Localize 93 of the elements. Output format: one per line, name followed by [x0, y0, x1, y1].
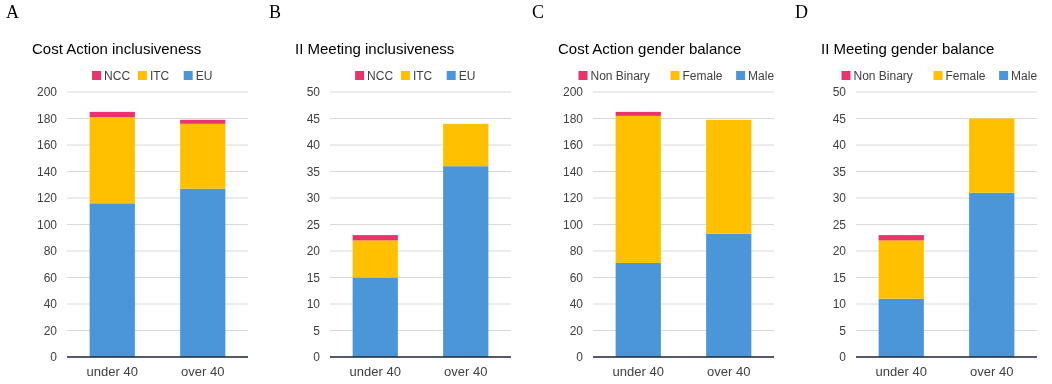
bar [352, 240, 398, 278]
bar [89, 117, 135, 204]
y-tick-label: 140 [562, 164, 584, 179]
y-tick-label: 60 [43, 270, 58, 285]
bar [878, 298, 924, 357]
y-tick-label: 25 [832, 217, 847, 232]
y-tick-label: 20 [569, 323, 584, 338]
legend-label: Non Binary [590, 69, 650, 83]
bar [180, 188, 226, 357]
y-tick-label: 140 [36, 164, 58, 179]
y-tick-label: 35 [832, 164, 847, 179]
y-tick-label: 0 [839, 350, 847, 365]
bar [443, 166, 489, 357]
y-tick-label: 20 [306, 244, 321, 259]
bar [352, 235, 398, 241]
y-tick-label: 10 [306, 297, 321, 312]
y-tick-label: 80 [43, 244, 58, 259]
legend-label: Male [748, 69, 775, 83]
bar [706, 119, 752, 234]
bar [180, 119, 226, 124]
x-tick-label: over 40 [444, 364, 488, 379]
y-tick-label: 40 [306, 138, 321, 153]
legend-label: Female [682, 69, 723, 83]
y-tick-label: 80 [569, 244, 584, 259]
y-tick-label: 25 [306, 217, 321, 232]
y-tick-label: 60 [569, 270, 584, 285]
chart-title: II Meeting inclusiveness [295, 40, 455, 57]
y-tick-label: 40 [569, 297, 584, 312]
legend-label: EU [195, 69, 213, 83]
y-tick-label: 180 [36, 111, 58, 126]
y-tick-label: 40 [832, 138, 847, 153]
legend-label: Male [1011, 69, 1038, 83]
bar [878, 240, 924, 299]
y-tick-label: 50 [306, 85, 321, 100]
y-tick-label: 30 [832, 191, 847, 206]
text: D [795, 2, 808, 22]
bar [615, 262, 661, 357]
y-tick-label: 200 [36, 85, 58, 100]
bar [180, 123, 226, 189]
bar [352, 277, 398, 357]
y-tick-label: 40 [43, 297, 58, 312]
bar [89, 111, 135, 118]
y-tick-label: 15 [832, 270, 847, 285]
bar [615, 111, 661, 116]
y-tick-label: 5 [313, 323, 321, 338]
y-tick-label: 160 [562, 138, 584, 153]
x-tick-label: over 40 [970, 364, 1014, 379]
legend-label: NCC [367, 69, 394, 83]
bar [969, 118, 1015, 193]
y-tick-label: 15 [306, 270, 321, 285]
y-tick-label: 20 [832, 244, 847, 259]
y-tick-label: 10 [832, 297, 847, 312]
y-tick-label: 50 [832, 85, 847, 100]
y-tick-label: 5 [839, 323, 847, 338]
x-tick-label: over 40 [707, 364, 751, 379]
legend-label: Female [945, 69, 986, 83]
y-tick-label: 0 [313, 350, 321, 365]
y-tick-label: 0 [576, 350, 584, 365]
bar [878, 235, 924, 241]
y-tick-label: 160 [36, 138, 58, 153]
legend-label: NCC [104, 69, 131, 83]
y-tick-label: 0 [50, 350, 58, 365]
x-tick-label: under 40 [349, 364, 401, 379]
x-tick-label: under 40 [875, 364, 927, 379]
x-tick-label: under 40 [86, 364, 138, 379]
y-tick-label: 45 [306, 111, 321, 126]
y-tick-label: 120 [562, 191, 584, 206]
y-tick-label: 120 [36, 191, 58, 206]
y-tick-label: 100 [562, 217, 584, 232]
bar [969, 192, 1015, 357]
x-tick-label: under 40 [612, 364, 664, 379]
y-tick-label: 20 [43, 323, 58, 338]
bar [615, 115, 661, 263]
y-tick-label: 180 [562, 111, 584, 126]
legend-label: ITC [412, 69, 433, 83]
bar [443, 123, 489, 167]
chart-title: Cost Action gender balance [558, 40, 742, 57]
legend-label: Non Binary [853, 69, 913, 83]
bar [706, 233, 752, 357]
y-tick-label: 100 [36, 217, 58, 232]
text: A [6, 2, 19, 22]
text: C [532, 2, 545, 22]
bar [89, 203, 135, 357]
chart-title: Cost Action inclusiveness [32, 40, 202, 57]
y-tick-label: 30 [306, 191, 321, 206]
y-tick-label: 200 [562, 85, 584, 100]
text: B [269, 2, 282, 22]
x-tick-label: over 40 [181, 364, 225, 379]
legend-label: ITC [149, 69, 170, 83]
y-tick-label: 35 [306, 164, 321, 179]
legend-label: EU [458, 69, 476, 83]
y-tick-label: 45 [832, 111, 847, 126]
chart-title: II Meeting gender balance [821, 40, 995, 57]
